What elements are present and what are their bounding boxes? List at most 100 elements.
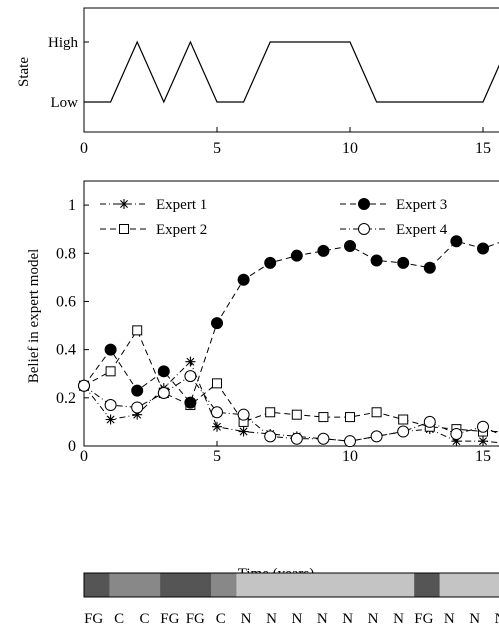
belief-panel: Belief in expert model Time (years) 00.2…	[26, 180, 499, 582]
data-point	[105, 366, 116, 377]
legend-label: Expert 1	[156, 197, 207, 213]
state-panel: State Low High 0 5 10 15	[16, 7, 499, 157]
strip-cell	[109, 573, 136, 597]
data-point	[78, 379, 90, 392]
data-point	[477, 420, 489, 433]
data-point	[344, 240, 356, 253]
data-point	[104, 343, 117, 356]
belief-ytick-label: 1	[68, 197, 76, 214]
belief-xtick-label: 0	[80, 448, 88, 465]
data-point	[211, 317, 223, 330]
strip-label: FG	[186, 611, 205, 626]
data-point	[237, 408, 250, 421]
data-point	[477, 242, 489, 255]
state-axes-frame	[83, 7, 499, 133]
data-point	[237, 273, 250, 286]
strip-label: N	[241, 611, 252, 626]
strip-label: N	[368, 611, 379, 626]
state-xtick-label: 5	[213, 140, 221, 157]
data-point	[157, 387, 170, 399]
belief-ylabel: Belief in expert model	[26, 249, 42, 384]
series-line	[83, 240, 499, 404]
data-point	[317, 432, 330, 445]
legend-entry-expert-2: Expert 2	[100, 222, 207, 238]
state-line	[84, 40, 499, 104]
strip-cell	[261, 573, 288, 597]
strip-cell	[490, 573, 499, 597]
belief-axes-frame	[83, 180, 499, 447]
data-point	[131, 401, 144, 414]
strip-label: N	[291, 611, 302, 626]
data-point	[290, 249, 303, 262]
strip-label: FG	[414, 611, 433, 626]
state-ylabel: State	[16, 57, 32, 87]
legend-label: Expert 3	[396, 197, 447, 213]
legend-marker	[119, 199, 129, 209]
data-point	[398, 414, 409, 425]
strip-cell	[465, 573, 491, 597]
data-point	[238, 426, 249, 437]
data-point	[450, 235, 463, 248]
belief-ytick-label: 0.6	[56, 293, 76, 310]
series-expert-2	[79, 325, 499, 437]
state-ytick-label: High	[48, 35, 79, 51]
legend-entry-expert-4: Expert 4	[340, 222, 448, 238]
belief-xtick-label: 15	[475, 448, 491, 465]
data-point	[265, 407, 276, 418]
strip-label: C	[139, 611, 149, 626]
data-point	[291, 409, 302, 420]
series-expert-3	[78, 235, 499, 409]
category-strip-panel: FGCCFGFGCNNNNNNNFGNNN	[83, 572, 499, 626]
state-xtick-label: 10	[342, 140, 358, 157]
strip-label: N	[469, 611, 480, 626]
strip-label: C	[114, 611, 124, 626]
strip-cell	[134, 573, 161, 597]
data-point	[105, 414, 116, 425]
data-point	[423, 261, 436, 274]
strip-label: N	[342, 611, 353, 626]
series-expert-4	[78, 370, 499, 448]
strip-cell	[160, 573, 187, 597]
strip-cell	[363, 573, 390, 597]
legend-entry-expert-3: Expert 3	[340, 197, 447, 213]
legend-label: Expert 2	[156, 222, 207, 238]
belief-ytick-label: 0.8	[56, 245, 76, 262]
strip-cell	[312, 573, 339, 597]
strip-label: N	[495, 611, 499, 626]
data-point	[104, 399, 117, 412]
legend-entry-expert-1: Expert 1	[100, 197, 207, 213]
data-point	[184, 396, 197, 409]
data-point	[264, 430, 277, 443]
data-point	[397, 425, 410, 438]
data-point	[371, 407, 382, 418]
data-point	[423, 415, 436, 428]
data-point	[290, 432, 303, 445]
series-line	[83, 329, 499, 433]
strip-label: C	[216, 611, 226, 626]
state-ytick-label: Low	[51, 95, 79, 111]
data-point	[185, 356, 196, 367]
data-point	[317, 244, 330, 257]
belief-ytick-label: 0.4	[56, 342, 76, 359]
belief-ytick-label: 0.2	[56, 390, 76, 407]
strip-label: N	[444, 611, 455, 626]
strip-label: N	[393, 611, 404, 626]
data-point	[478, 436, 488, 447]
data-point	[318, 412, 329, 423]
legend-marker	[119, 224, 129, 234]
data-point	[344, 435, 356, 448]
strip-cell	[338, 573, 364, 597]
state-xtick-label: 0	[80, 140, 88, 157]
data-point	[184, 370, 197, 383]
data-point	[212, 421, 222, 432]
belief-xtick-label: 10	[342, 448, 358, 465]
strip-cell	[236, 573, 263, 597]
strip-cell	[211, 573, 237, 597]
strip-label: N	[317, 611, 328, 626]
strip-frame	[83, 572, 499, 598]
strip-label: N	[266, 611, 277, 626]
data-point	[370, 254, 383, 267]
strip-cell	[84, 573, 110, 597]
legend-label: Expert 4	[396, 222, 448, 238]
